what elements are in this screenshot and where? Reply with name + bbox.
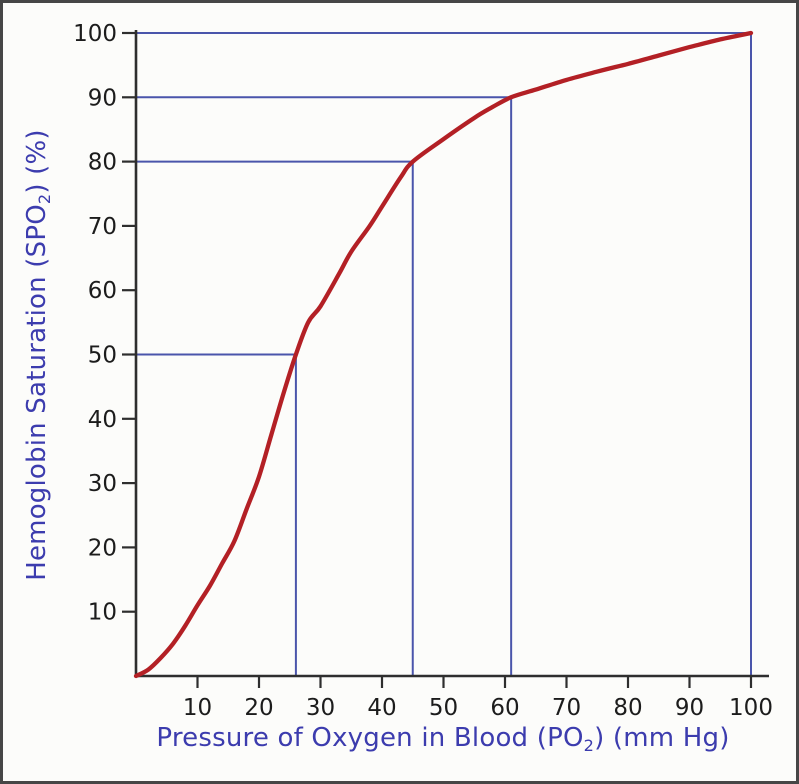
guide-line: [136, 353, 297, 676]
y-tick-label: 10: [88, 600, 117, 626]
y-axis-title-unit: ) (%): [22, 129, 52, 194]
x-tick-label: 80: [613, 695, 642, 721]
y-tick-label: 20: [88, 535, 117, 561]
guide-line: [136, 96, 513, 676]
y-tick-label: 80: [88, 150, 117, 176]
chart-canvas: 10 20 30 40 50 60 70 80 90 100 10 20 30 40 50 60 70 80 90 1…: [73, 21, 773, 721]
y-tick-label: 70: [88, 214, 117, 240]
x-tick-label: 10: [183, 695, 212, 721]
y-tick-label: 30: [88, 471, 117, 497]
x-tick-label: 60: [490, 695, 519, 721]
x-tick-label: 40: [367, 695, 396, 721]
x-axis-title: Pressure of Oxygen in Blood (PO2) (mm Hg…: [83, 723, 796, 755]
y-axis-title-text: Hemoglobin Saturation (SPO: [22, 204, 52, 581]
y-tick-label: 60: [88, 278, 117, 304]
x-tick-label: 20: [244, 695, 273, 721]
x-tick-label: 70: [552, 695, 581, 721]
x-axis-title-subscript: 2: [583, 735, 595, 755]
y-tick-label: 40: [88, 407, 117, 433]
x-axis-title-unit: ) (mm Hg): [594, 723, 730, 753]
y-tick-label: 100: [73, 21, 117, 47]
x-tick-label: 50: [429, 695, 458, 721]
x-tick-label: 100: [729, 695, 773, 721]
dissociation-curve: [133, 30, 754, 679]
x-tick-label: 90: [675, 695, 704, 721]
y-axis-title-subscript: 2: [34, 193, 54, 205]
y-tick-label: 50: [88, 343, 117, 369]
x-axis-title-text: Pressure of Oxygen in Blood (PO: [156, 723, 584, 753]
y-axis-title: Hemoglobin Saturation (SPO2) (%): [22, 35, 58, 675]
y-tick-label: 90: [88, 85, 117, 111]
x-tick-label: 30: [306, 695, 335, 721]
